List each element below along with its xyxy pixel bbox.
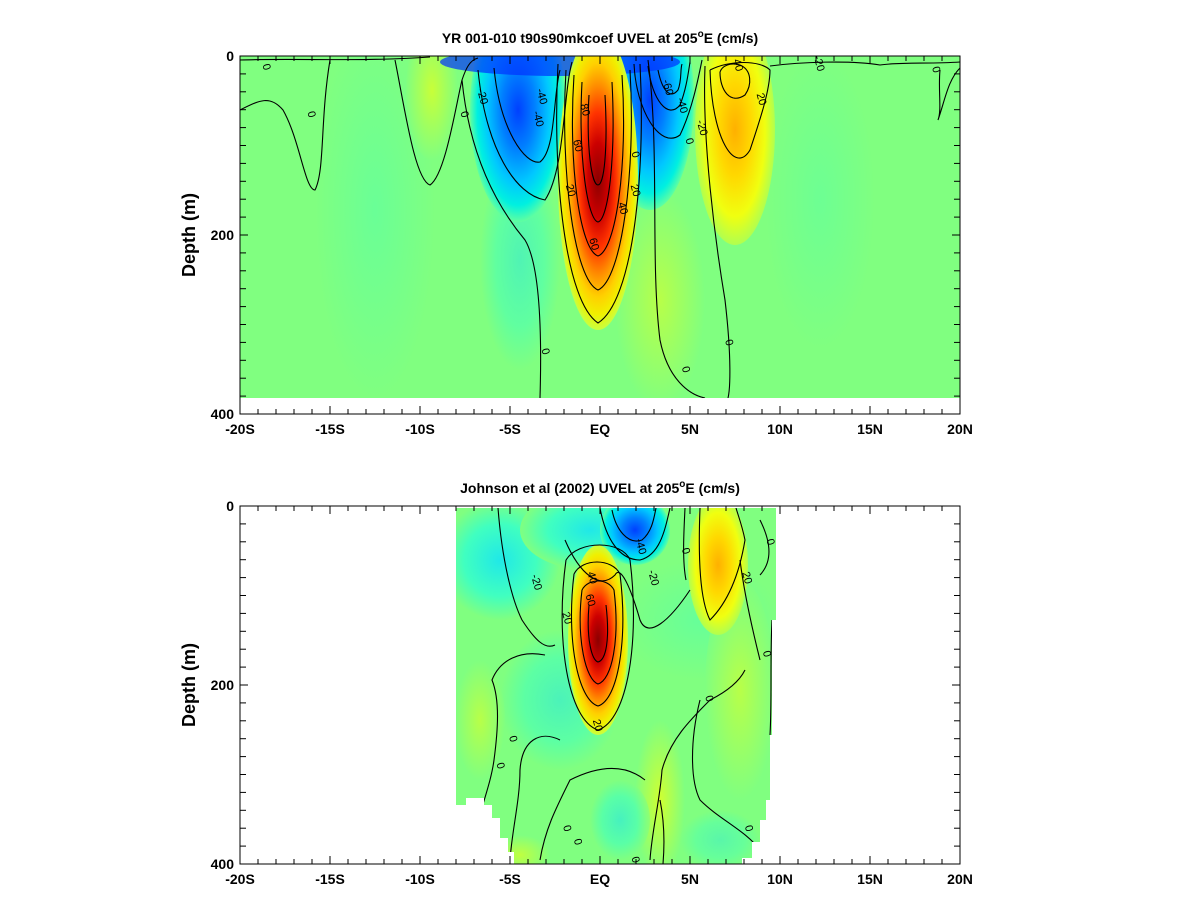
x-tick-label: 10N	[767, 421, 793, 437]
contour-label: 40	[730, 58, 745, 73]
contour-label: 0	[722, 338, 735, 347]
contour-label: 0	[560, 824, 573, 833]
contour-label: 60	[583, 593, 598, 608]
contour-label: 0	[304, 110, 317, 119]
contour-labels: -40 -20 0 -20 40 60 20 20 0 0 0 20 0 0 0 0 0 0	[493, 537, 776, 864]
contour-label: 60	[586, 237, 601, 252]
panel-model: YR 001-010 t90s90mkcoef UVEL at 205oE (c…	[179, 29, 973, 437]
contour-label: 0	[628, 150, 641, 159]
contour-label: 0	[679, 365, 692, 374]
contour-label: 0	[493, 761, 506, 770]
x-tick-label: 5N	[681, 421, 699, 437]
x-tick-label: 20N	[947, 421, 973, 437]
heatmap-field	[456, 508, 776, 864]
x-tick-label: -15S	[315, 421, 345, 437]
contour-label: 0	[702, 694, 715, 703]
x-tick-label: -10S	[405, 421, 435, 437]
contour-label: -40	[534, 87, 550, 105]
panel-observed: Johnson et al (2002) UVEL at 205oE (cm/s…	[179, 479, 973, 887]
contour-label: -20	[645, 569, 661, 587]
axis-ticks	[239, 55, 961, 415]
y-tick-label: 200	[211, 677, 235, 693]
x-tick-label: -20S	[225, 871, 255, 887]
contour-label: 20	[559, 611, 574, 626]
x-tick-label: -10S	[405, 871, 435, 887]
y-axis-tick-labels: 0 200 400	[211, 48, 235, 422]
x-tick-label: EQ	[590, 421, 610, 437]
contour-label: 20	[754, 92, 769, 107]
x-tick-label: 10N	[767, 871, 793, 887]
x-tick-label: -5S	[499, 871, 521, 887]
contour-label: 20	[739, 570, 754, 585]
y-axis-label: Depth (m)	[179, 193, 199, 277]
contour-label: 0	[742, 824, 755, 833]
contour-label: 40	[615, 201, 630, 216]
contour-label: 0	[628, 855, 641, 864]
panel-title: Johnson et al (2002) UVEL at 205oE (cm/s…	[460, 479, 740, 496]
contour-label: -20	[811, 54, 827, 72]
contour-label: 60	[570, 138, 585, 153]
x-tick-label: 20N	[947, 871, 973, 887]
x-axis-tick-labels: -20S -15S -10S -5S EQ 5N 10N 15N 20N	[225, 421, 973, 437]
contour-label: 0	[457, 110, 470, 119]
x-tick-label: EQ	[590, 871, 610, 887]
contour-label: 0	[763, 538, 776, 547]
x-tick-label: -20S	[225, 421, 255, 437]
x-axis-tick-labels: -20S -15S -10S -5S EQ 5N 10N 15N 20N	[225, 871, 973, 887]
y-tick-label: 0	[226, 48, 234, 64]
contour-label: 0	[679, 546, 692, 555]
y-tick-label: 400	[211, 406, 235, 422]
contour-label: -60	[660, 78, 676, 96]
contour-label: 0	[538, 347, 551, 356]
contour-label: -20	[474, 87, 490, 105]
x-tick-label: 15N	[857, 871, 883, 887]
x-tick-label: 5N	[681, 871, 699, 887]
contour-label: -20	[528, 573, 544, 591]
y-axis-tick-labels: 0 200 400	[211, 498, 235, 872]
contour-label: -40	[674, 96, 690, 114]
contour-lines	[469, 508, 773, 864]
contour-label: 40	[584, 570, 599, 585]
contour-label: 0	[929, 65, 942, 74]
axis-ticks	[239, 505, 961, 865]
x-tick-label: -15S	[315, 871, 345, 887]
contour-label: -40	[530, 110, 546, 128]
contour-label: 0	[760, 649, 773, 658]
x-tick-label: 15N	[857, 421, 883, 437]
contour-label: -40	[633, 537, 649, 555]
y-tick-label: 0	[226, 498, 234, 514]
x-tick-label: -5S	[499, 421, 521, 437]
contour-label: 20	[590, 718, 605, 733]
y-tick-label: 400	[211, 856, 235, 872]
contour-label: 0	[571, 837, 584, 846]
contour-label: 20	[563, 183, 578, 198]
y-axis-label: Depth (m)	[179, 643, 199, 727]
contour-label: 0	[506, 734, 519, 743]
contour-label: 0	[682, 137, 695, 146]
contour-label: -20	[694, 119, 710, 137]
contour-lines	[240, 56, 960, 398]
contour-label: 0	[259, 62, 272, 71]
panel-title: YR 001-010 t90s90mkcoef UVEL at 205oE (c…	[442, 29, 758, 46]
y-tick-label: 200	[211, 227, 235, 243]
contour-label: 80	[577, 102, 592, 117]
contour-label: 20	[628, 183, 643, 198]
